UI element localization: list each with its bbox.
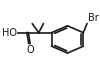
Text: Br: Br — [88, 13, 99, 23]
Text: O: O — [27, 45, 34, 55]
Text: HO: HO — [2, 28, 17, 38]
